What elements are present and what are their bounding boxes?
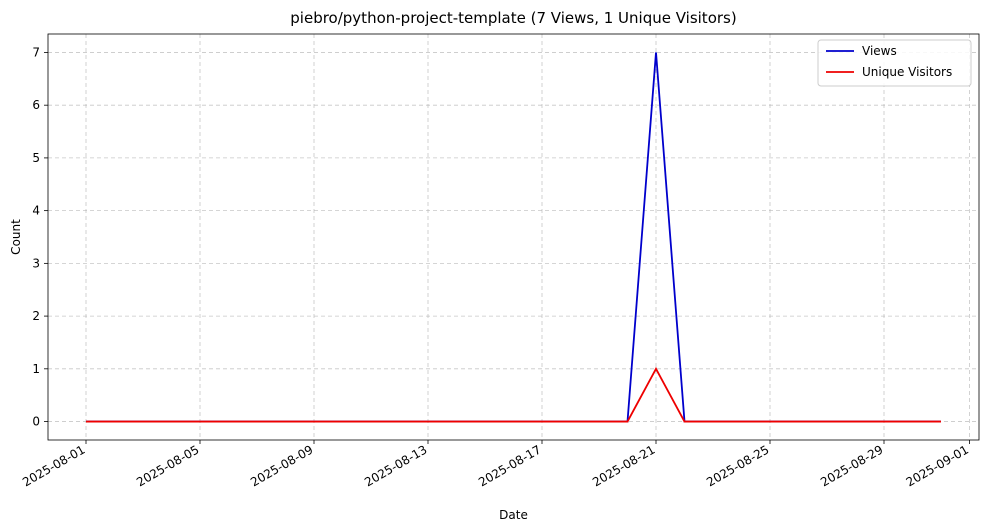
series-line-views (86, 52, 941, 423)
series-lines (86, 52, 941, 423)
x-tick-label: 2025-09-01 (904, 442, 971, 489)
y-tick-label: 2 (32, 309, 40, 323)
x-tick-label: 2025-08-09 (248, 442, 315, 489)
series-line-unique-visitors (86, 366, 941, 423)
y-tick-label: 4 (32, 204, 40, 218)
y-tick-label: 3 (32, 256, 40, 270)
x-tick-label: 2025-08-17 (476, 442, 543, 489)
y-tick-label: 0 (32, 415, 40, 429)
y-axis-ticks: 0 1 2 3 4 5 6 7 (32, 45, 48, 429)
y-axis-label: Count (9, 219, 23, 255)
y-tick-label: 1 (32, 362, 40, 376)
plot-frame (47, 33, 980, 441)
legend-label-views: Views (862, 44, 897, 58)
x-tick-label: 2025-08-13 (362, 442, 429, 489)
y-tick-label: 5 (32, 151, 40, 165)
legend-box (817, 39, 972, 87)
x-tick-label: 2025-08-21 (590, 442, 657, 489)
x-axis-ticks: 2025-08-01 2025-08-05 2025-08-09 2025-08-13… (20, 440, 971, 489)
legend-label-unique-visitors: Unique Visitors (862, 65, 952, 79)
grid (48, 34, 979, 440)
y-tick-label: 6 (32, 98, 40, 112)
chart-title: piebro/python-project-template (7 Views,… (290, 9, 736, 27)
y-tick-label: 7 (32, 45, 40, 59)
x-tick-label: 2025-08-25 (704, 442, 771, 489)
x-tick-label: 2025-08-01 (20, 442, 87, 489)
x-tick-label: 2025-08-05 (134, 442, 201, 489)
legend: Views Unique Visitors (817, 39, 972, 87)
x-tick-label: 2025-08-29 (818, 442, 885, 489)
x-axis-label: Date (499, 508, 528, 522)
